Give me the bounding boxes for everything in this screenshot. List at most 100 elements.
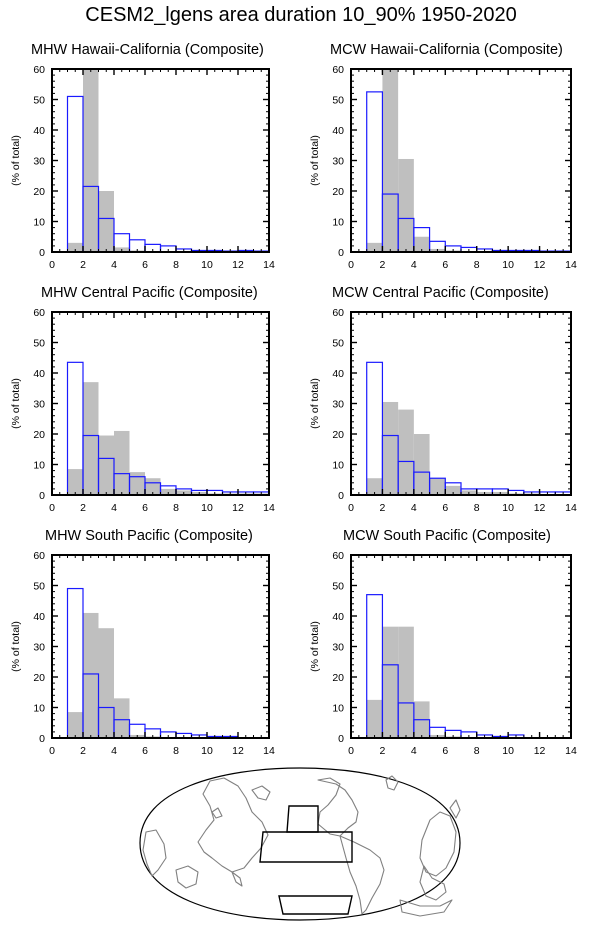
y-tick-label: 0 [39, 733, 45, 745]
bar-blue-outline [66, 361, 84, 495]
x-tick-label: 14 [263, 745, 275, 757]
y-tick-label: 30 [33, 156, 45, 168]
bar-gray [129, 472, 145, 495]
x-tick-label: 0 [49, 502, 55, 514]
bar-gray [98, 628, 114, 738]
y-tick-label: 50 [33, 338, 45, 350]
panel-title-mcw-central-pacific: MCW Central Pacific (Composite) [332, 285, 549, 301]
y-tick-label: 60 [332, 64, 344, 76]
bar-gray [445, 485, 461, 495]
x-tick-label: 12 [232, 259, 244, 271]
y-tick-label: 20 [332, 186, 344, 198]
bar-gray [114, 430, 130, 495]
y-tick-label: 50 [332, 581, 344, 593]
y-tick-label: 40 [33, 368, 45, 380]
map-frame [139, 767, 461, 921]
bar-gray [382, 626, 399, 738]
x-tick-label: 6 [142, 745, 148, 757]
panel-title-mhw-hawaii-california: MHW Hawaii-California (Composite) [31, 42, 264, 58]
histogram-panel: 0 2 4 6 8 10 12 14 0 10 20 30 40 50 60 (% of total) [309, 550, 577, 757]
x-tick-label: 4 [111, 502, 117, 514]
y-tick-label: 10 [33, 703, 45, 715]
x-tick-label: 8 [173, 745, 179, 757]
bar-gray [114, 698, 130, 738]
y-tick-label: 10 [332, 703, 344, 715]
y-tick-label: 30 [332, 156, 344, 168]
y-tick-label: 40 [332, 611, 344, 623]
bar-gray [67, 469, 83, 495]
y-tick-label: 10 [332, 217, 344, 229]
bar-gray [398, 158, 414, 252]
x-tick-label: 4 [411, 502, 417, 514]
bar-gray [366, 699, 383, 738]
bar-gray [98, 191, 114, 252]
x-tick-label: 0 [348, 259, 354, 271]
x-tick-label: 10 [502, 745, 514, 757]
y-tick-label: 50 [332, 95, 344, 107]
x-tick-label: 14 [263, 259, 275, 271]
y-axis-label: (% of total) [10, 378, 22, 429]
bar-gray [67, 712, 83, 738]
y-tick-label: 20 [332, 672, 344, 684]
major-ticks [51, 311, 270, 496]
y-axis-label: (% of total) [309, 135, 321, 186]
x-tick-label: 6 [442, 259, 448, 271]
x-tick-label: 14 [565, 259, 577, 271]
y-tick-label: 0 [39, 247, 45, 259]
region-boxes [259, 805, 353, 915]
bar-gray [398, 626, 414, 738]
figure-title: CESM2_lgens area duration 10_90% 1950-20… [85, 4, 517, 26]
x-tick-label: 6 [142, 502, 148, 514]
bar-gray [366, 242, 383, 252]
bar-gray [83, 382, 99, 495]
y-tick-label: 20 [332, 429, 344, 441]
y-tick-label: 60 [332, 550, 344, 562]
region-box-central-pacific [259, 831, 353, 863]
x-tick-label: 14 [565, 502, 577, 514]
y-tick-label: 0 [338, 490, 344, 502]
bar-blue-outline [366, 361, 384, 495]
panel-title-mhw-south-pacific: MHW South Pacific (Composite) [45, 528, 253, 544]
x-tick-label: 10 [502, 502, 514, 514]
x-tick-label: 8 [173, 502, 179, 514]
y-tick-label: 40 [332, 125, 344, 137]
histogram-panel: 0 2 4 6 8 10 12 14 0 10 20 30 40 50 60 (% of total) [10, 550, 275, 757]
y-tick-label: 10 [332, 460, 344, 472]
y-tick-label: 50 [33, 95, 45, 107]
x-tick-label: 14 [263, 502, 275, 514]
x-tick-label: 6 [442, 502, 448, 514]
x-tick-label: 8 [474, 259, 480, 271]
y-tick-label: 20 [33, 672, 45, 684]
bar-gray [382, 69, 399, 252]
x-tick-label: 2 [380, 745, 386, 757]
major-ticks [51, 68, 270, 253]
coastlines [142, 775, 461, 917]
bars [66, 587, 239, 738]
panel-title-mhw-central-pacific: MHW Central Pacific (Composite) [41, 285, 258, 301]
bar-gray [413, 434, 430, 495]
histogram-panel: 0 2 4 6 8 10 12 14 0 10 20 30 40 50 60 (% of total) [10, 307, 275, 514]
y-tick-label: 0 [338, 247, 344, 259]
y-tick-label: 30 [33, 399, 45, 411]
y-tick-label: 0 [39, 490, 45, 502]
bars [66, 361, 269, 495]
major-ticks [350, 311, 572, 496]
y-tick-label: 10 [33, 460, 45, 472]
y-tick-label: 40 [332, 368, 344, 380]
y-tick-label: 20 [33, 429, 45, 441]
x-tick-label: 12 [534, 745, 546, 757]
x-tick-label: 2 [80, 502, 86, 514]
x-tick-label: 10 [201, 745, 213, 757]
bar-gray [429, 478, 446, 495]
y-axis-label: (% of total) [309, 378, 321, 429]
histogram-panel: 0 2 4 6 8 10 12 14 0 10 20 30 40 50 60 (% of total) [10, 64, 275, 271]
x-tick-label: 12 [534, 502, 546, 514]
x-tick-label: 12 [232, 745, 244, 757]
y-tick-label: 60 [332, 307, 344, 319]
bar-blue-outline [366, 91, 384, 252]
bar-gray [160, 488, 176, 495]
bars [366, 69, 571, 252]
y-tick-label: 50 [33, 581, 45, 593]
